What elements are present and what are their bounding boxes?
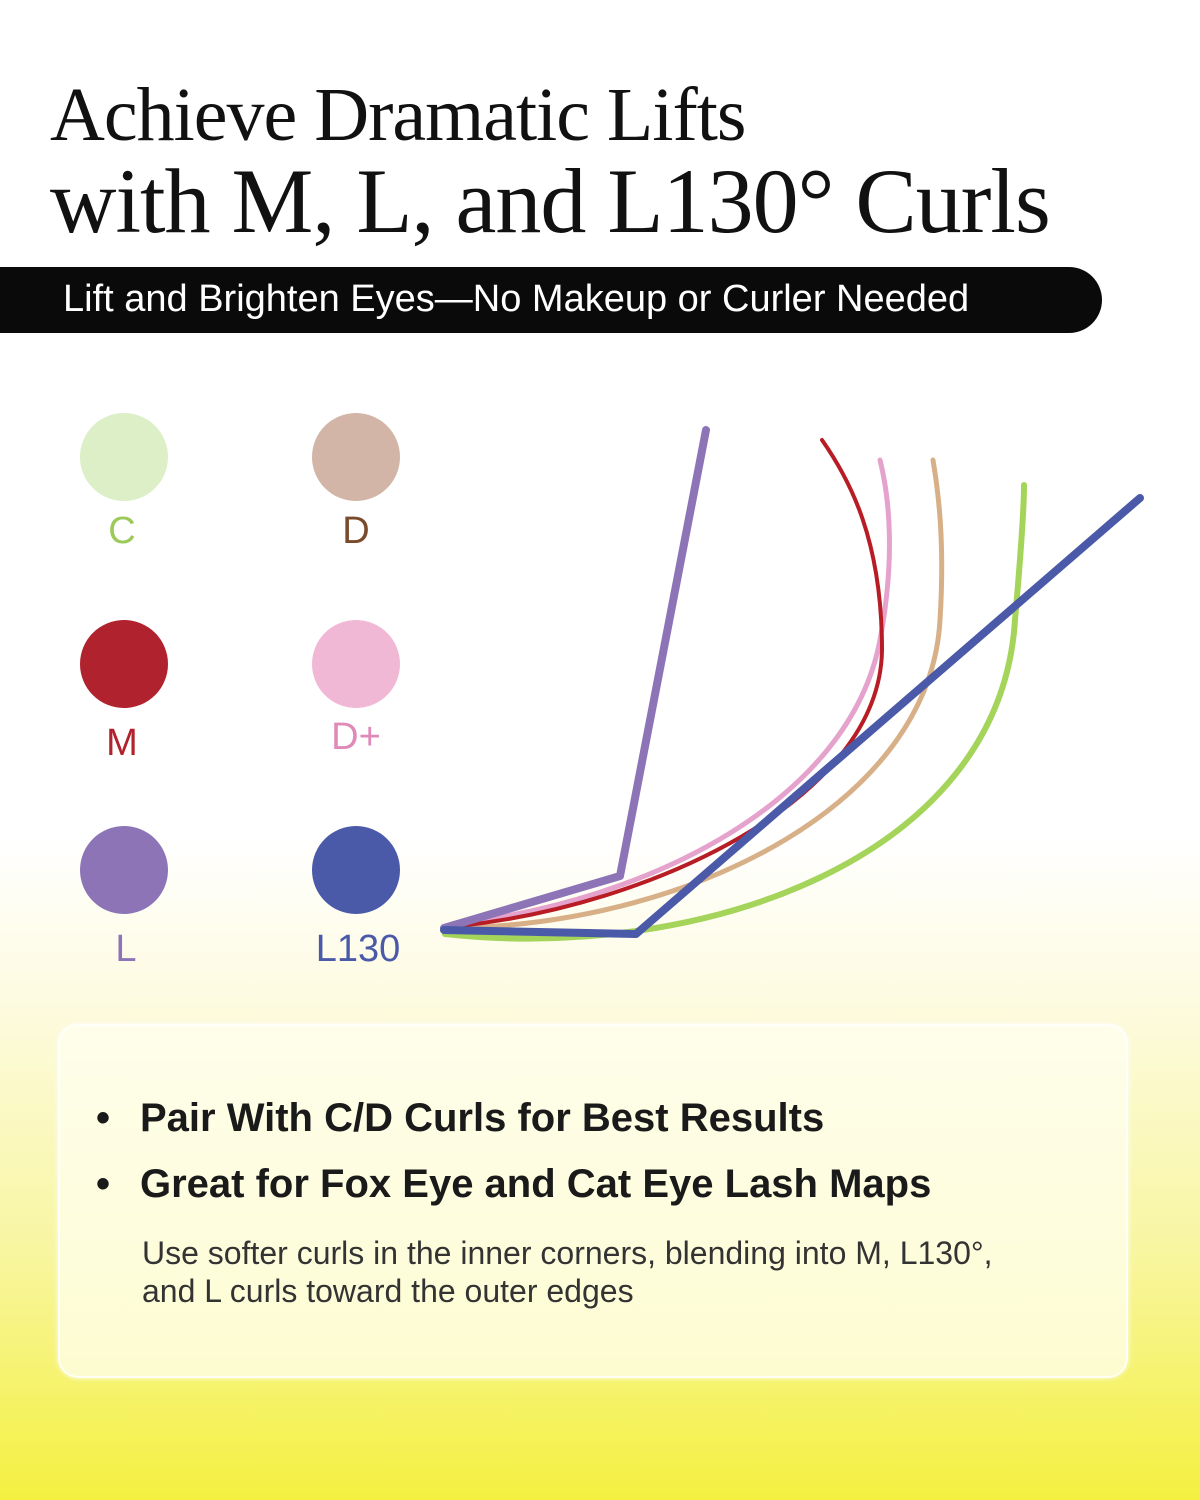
title-line-2: with M, L, and L130° Curls	[50, 150, 1051, 252]
label-l: L	[115, 928, 137, 970]
curve-l	[440, 426, 710, 932]
bullet-symbol: •	[96, 1162, 111, 1206]
bullet-text: Great for Fox Eye and Cat Eye Lash Maps	[140, 1162, 932, 1206]
swatch-l130	[312, 826, 400, 914]
swatch-d-plus	[312, 620, 400, 708]
card-description: Use softer curls in the inner corners, b…	[142, 1235, 993, 1309]
subtitle-banner: Lift and Brighten Eyes—No Makeup or Curl…	[0, 267, 1102, 333]
label-l130: L130	[315, 928, 401, 970]
bullet-1: • Pair With C/D Curls for Best Results	[96, 1096, 824, 1141]
title-line-1: Achieve Dramatic Lifts	[50, 73, 746, 157]
bullet-2: • Great for Fox Eye and Cat Eye Lash Maps	[96, 1162, 931, 1207]
bullet-text: Pair With C/D Curls for Best Results	[140, 1096, 825, 1140]
swatch-d	[312, 413, 400, 501]
label-c: C	[108, 510, 136, 552]
curve-d-plus	[449, 457, 892, 927]
swatch-l	[80, 826, 168, 914]
banner-text: Lift and Brighten Eyes—No Makeup or Curl…	[63, 278, 970, 320]
swatch-c	[80, 413, 168, 501]
swatch-m	[80, 620, 168, 708]
curve-d	[455, 457, 945, 931]
curve-m	[456, 438, 884, 928]
tips-card	[58, 1024, 1128, 1378]
curve-l130	[440, 494, 1144, 938]
label-d: D	[342, 510, 370, 552]
label-d-plus: D+	[331, 716, 381, 758]
bullet-symbol: •	[96, 1096, 111, 1140]
label-m: M	[106, 722, 138, 764]
curve-c	[442, 482, 1027, 942]
